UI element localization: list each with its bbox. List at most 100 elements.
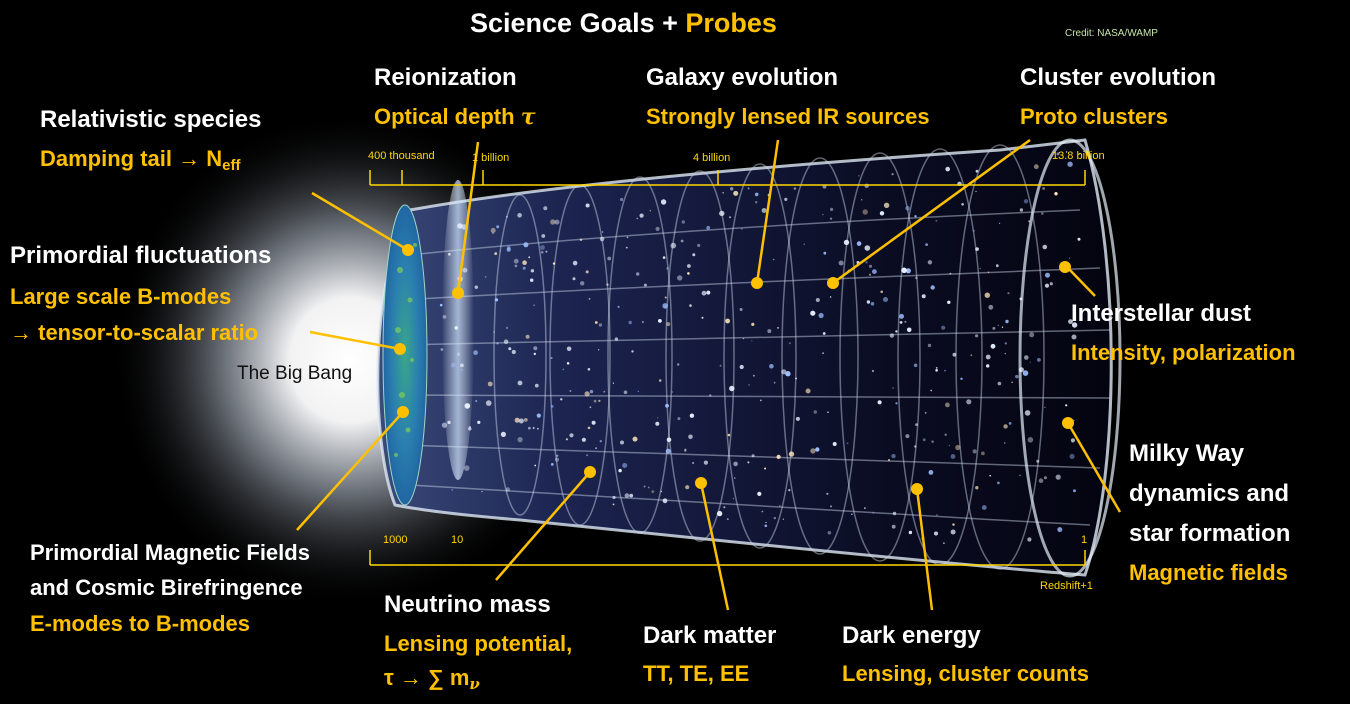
galaxy-dot: [751, 322, 755, 326]
galaxy-dot: [972, 449, 977, 454]
galaxy-dot: [666, 322, 671, 327]
galaxy-dot: [572, 277, 576, 281]
galaxy-dot: [532, 491, 534, 494]
galaxy-dot: [1049, 282, 1053, 286]
galaxy-dot: [733, 190, 739, 196]
galaxy-dot: [647, 486, 650, 489]
neutrino-probe-2: τ → ∑ mν: [384, 665, 480, 693]
galaxy-dot: [623, 390, 628, 395]
galaxy-dot: [877, 400, 882, 405]
galaxy-dot: [1007, 292, 1010, 295]
galaxy-dot: [552, 262, 556, 265]
dust-probe: Intensity, polarization: [1071, 340, 1296, 365]
galaxy-dot: [612, 503, 615, 506]
galaxy-dot: [777, 327, 779, 329]
galaxy-dot: [927, 343, 932, 348]
galaxy-dot: [513, 258, 519, 264]
galaxy-dot: [905, 205, 910, 211]
galaxy-dot: [442, 315, 447, 319]
galaxy-dot: [1044, 283, 1050, 288]
galaxy-dot: [891, 173, 894, 176]
galaxy-dot: [945, 166, 950, 172]
galaxy-dot: [904, 320, 907, 323]
galaxy-dot: [662, 256, 666, 259]
galaxy-dot: [753, 374, 755, 377]
galaxy-dot: [1005, 319, 1009, 324]
galaxy-dot: [463, 465, 470, 471]
galaxy-dot: [989, 474, 991, 477]
galaxy-dot: [858, 175, 860, 177]
galaxy-dot: [540, 251, 544, 254]
galaxy-dot: [632, 436, 638, 442]
galaxy-dot: [671, 391, 673, 393]
galaxy-dot: [657, 417, 659, 419]
galaxy-dot: [914, 445, 917, 448]
galaxy-dot: [891, 453, 896, 459]
galaxy-dot: [1057, 527, 1063, 533]
galaxy-dot: [603, 390, 606, 393]
darkmatter-goal: Dark matter: [643, 622, 777, 649]
galaxy-probe: Strongly lensed IR sources: [646, 104, 930, 129]
galaxy-dot: [500, 431, 506, 437]
galaxy-dot: [530, 269, 535, 273]
galaxy-dot: [975, 334, 979, 338]
time-tick-1: 1 billion: [472, 152, 510, 164]
galaxy-dot: [716, 510, 723, 517]
galaxy-dot: [895, 330, 898, 333]
galaxy-dot: [747, 461, 750, 464]
galaxy-dot: [589, 389, 594, 394]
galaxy-dot: [631, 350, 634, 353]
galaxy-dot: [995, 264, 999, 268]
galaxy-dot: [1036, 459, 1040, 463]
galaxy-dot: [523, 242, 529, 248]
galaxy-dot: [626, 236, 629, 239]
galaxy-dot: [617, 305, 620, 308]
galaxy-dot: [1078, 153, 1080, 155]
galaxy-dot: [1068, 319, 1073, 324]
galaxy-dot: [987, 271, 990, 274]
galaxy-dot: [687, 264, 691, 268]
galaxy-dot: [642, 321, 644, 323]
galaxy-dot: [585, 203, 590, 208]
galaxy-dot: [764, 524, 768, 528]
galaxy-dot: [658, 379, 662, 382]
galaxy-dot: [1037, 358, 1041, 362]
galaxy-dot: [566, 362, 570, 365]
galaxy-dot: [460, 368, 463, 371]
galaxy-dot: [569, 433, 574, 438]
galaxy-dot: [599, 236, 605, 242]
galaxy-dot: [594, 321, 598, 324]
galaxy-dot: [822, 213, 824, 216]
galaxy-dot: [751, 454, 755, 458]
magnetic-goal-1: Primordial Magnetic Fields: [30, 540, 310, 565]
galaxy-dot: [990, 343, 996, 349]
galaxy-dot: [666, 267, 669, 270]
galaxy-dot: [697, 243, 701, 247]
galaxy-dot: [1028, 220, 1031, 223]
galaxy-dot: [872, 511, 875, 514]
galaxy-dot: [997, 481, 1000, 485]
neutrino-probe-2-text: τ → ∑ m: [384, 665, 470, 690]
galaxy-dot: [935, 367, 938, 369]
darkenergy-goal: Dark energy: [842, 622, 981, 649]
galaxy-dot: [955, 444, 961, 451]
relativistic-probe-text: Damping tail → N: [40, 146, 223, 171]
galaxy-dot: [706, 290, 711, 295]
galaxy-dot: [997, 381, 1002, 386]
galaxy-dot: [530, 278, 534, 282]
galaxy-dot: [643, 485, 646, 488]
galaxy-dot: [972, 229, 975, 232]
galaxy-dot: [464, 403, 471, 409]
galaxy-dot: [922, 438, 926, 442]
callout-dots: [394, 244, 1074, 495]
galaxy-dot: [785, 371, 791, 377]
galaxy-dot: [781, 369, 787, 375]
galaxy-dot: [818, 312, 824, 319]
galaxy-dot: [999, 222, 1001, 224]
galaxy-dot: [541, 234, 546, 238]
galaxy-dot: [765, 521, 767, 524]
galaxy-dot: [1068, 257, 1071, 259]
galaxy-dot: [677, 275, 683, 281]
galaxy-dot: [784, 197, 788, 201]
galaxy-dot: [1071, 334, 1077, 340]
